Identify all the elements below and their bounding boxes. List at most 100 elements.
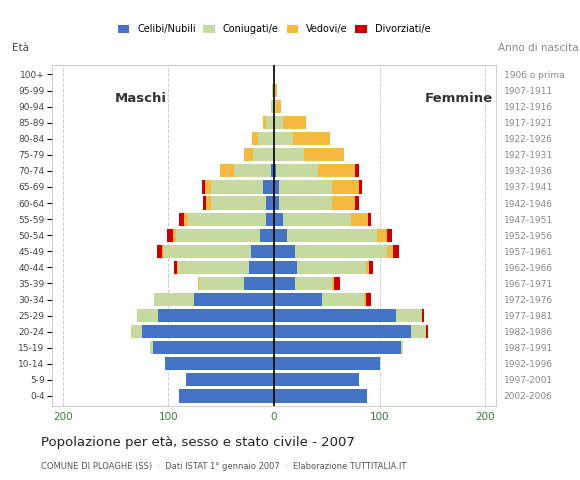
Bar (411, 325, 426, 338)
Bar (177, 261, 178, 274)
Bar (186, 373, 274, 386)
Bar (282, 213, 351, 226)
Bar (276, 164, 318, 178)
Bar (274, 341, 401, 354)
Bar (203, 196, 206, 210)
Bar (258, 132, 274, 145)
Bar (157, 245, 162, 258)
Bar (274, 357, 380, 371)
Bar (252, 132, 258, 145)
Bar (293, 132, 330, 145)
Bar (274, 148, 304, 161)
Bar (137, 309, 158, 322)
Bar (318, 164, 356, 178)
Text: COMUNE DI PLOAGHE (SS)  ·  Dati ISTAT 1° gennaio 2007  ·  Elaborazione TUTTITALI: COMUNE DI PLOAGHE (SS) · Dati ISTAT 1° g… (41, 462, 406, 471)
Bar (199, 277, 245, 290)
Bar (184, 213, 188, 226)
Bar (368, 213, 371, 226)
Bar (334, 277, 339, 290)
Bar (132, 325, 142, 338)
Bar (387, 228, 392, 242)
Bar (266, 213, 274, 226)
Bar (271, 164, 274, 178)
Bar (220, 164, 234, 178)
Bar (358, 180, 362, 193)
Bar (396, 309, 422, 322)
Bar (272, 84, 274, 97)
Bar (304, 148, 344, 161)
Bar (364, 293, 366, 306)
Bar (274, 180, 280, 193)
Bar (274, 261, 298, 274)
Bar (266, 116, 274, 129)
Bar (276, 100, 281, 113)
Bar (154, 293, 194, 306)
Bar (150, 341, 153, 354)
Bar (194, 293, 274, 306)
Bar (426, 325, 428, 338)
Bar (251, 245, 274, 258)
Bar (173, 228, 176, 242)
Bar (178, 261, 249, 274)
Bar (164, 245, 251, 258)
Bar (275, 84, 277, 97)
Bar (162, 245, 164, 258)
Bar (202, 180, 205, 193)
Bar (198, 277, 199, 290)
Bar (165, 357, 274, 371)
Bar (188, 213, 266, 226)
Bar (401, 341, 403, 354)
Bar (234, 164, 271, 178)
Bar (142, 325, 274, 338)
Bar (274, 245, 295, 258)
Bar (282, 116, 306, 129)
Bar (351, 213, 368, 226)
Bar (158, 309, 274, 322)
Bar (274, 100, 276, 113)
Bar (298, 261, 366, 274)
Bar (176, 228, 260, 242)
Bar (274, 309, 396, 322)
Bar (422, 309, 424, 322)
Bar (249, 261, 274, 274)
Bar (153, 341, 274, 354)
Bar (280, 180, 332, 193)
Bar (274, 293, 321, 306)
Bar (274, 277, 295, 290)
Bar (274, 373, 358, 386)
Bar (274, 228, 287, 242)
Text: Anno di nascita: Anno di nascita (498, 43, 579, 53)
Bar (376, 228, 387, 242)
Bar (321, 293, 364, 306)
Bar (205, 180, 211, 193)
Bar (393, 245, 398, 258)
Bar (206, 196, 211, 210)
Legend: Celibi/Nubili, Coniugati/e, Vedovi/e, Divorziati/e: Celibi/Nubili, Coniugati/e, Vedovi/e, Di… (115, 22, 433, 36)
Bar (168, 228, 173, 242)
Bar (295, 277, 332, 290)
Bar (274, 84, 275, 97)
Text: Femmine: Femmine (425, 92, 493, 106)
Bar (287, 228, 376, 242)
Bar (280, 196, 332, 210)
Bar (179, 213, 184, 226)
Bar (274, 132, 293, 145)
Bar (274, 196, 280, 210)
Bar (366, 261, 369, 274)
Bar (274, 164, 276, 178)
Bar (274, 389, 367, 403)
Text: Età: Età (12, 43, 29, 53)
Text: Maschi: Maschi (114, 92, 166, 106)
Bar (266, 196, 274, 210)
Bar (271, 100, 274, 113)
Bar (263, 180, 274, 193)
Bar (356, 164, 358, 178)
Bar (332, 180, 358, 193)
Bar (369, 261, 374, 274)
Bar (274, 325, 411, 338)
Bar (387, 245, 393, 258)
Bar (211, 196, 266, 210)
Bar (332, 277, 334, 290)
Bar (274, 213, 282, 226)
Bar (245, 277, 274, 290)
